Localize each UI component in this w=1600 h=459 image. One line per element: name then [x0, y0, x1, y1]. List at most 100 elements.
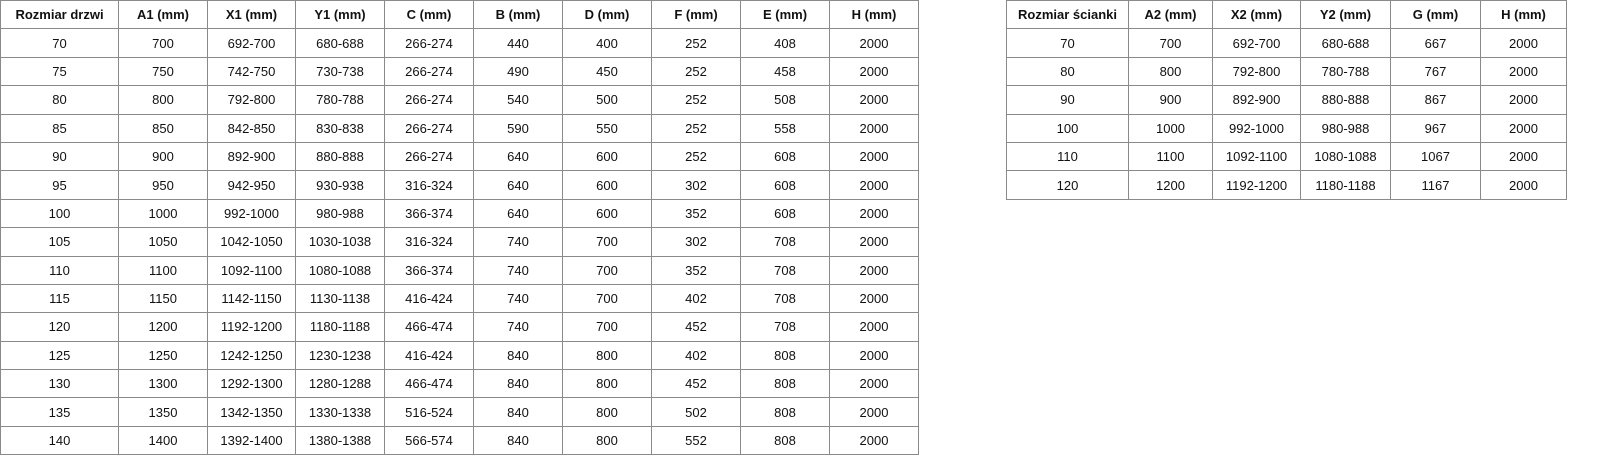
table-cell: 600	[562, 170, 652, 200]
table-row: 110 1100 1092-1100 1080-1088 1067 2000	[1006, 141, 1567, 172]
table-cell: 692-700	[207, 28, 296, 58]
table-cell: 800	[562, 340, 652, 371]
table-cell: 1030-1038	[295, 227, 385, 257]
table-cell: 1280-1288	[295, 369, 385, 399]
table-cell: 352	[651, 198, 741, 229]
door-size-table: Rozmiar drzwi A1 (mm) X1 (mm) Y1 (mm) C (mm)…	[0, 0, 919, 456]
table-cell: 992-1000	[207, 198, 296, 229]
table-cell: 1300	[118, 369, 208, 399]
table-cell: 900	[118, 141, 208, 172]
table-cell: 700	[1128, 28, 1213, 58]
column-header: Y2 (mm)	[1300, 0, 1391, 30]
table-cell: 942-950	[207, 170, 296, 200]
table-cell: 316-324	[384, 170, 474, 200]
table-row: 120 1200 1192-1200 1180-1188 1167 2000	[1006, 170, 1567, 200]
table-cell: 135	[0, 397, 119, 427]
table-cell: 2000	[829, 113, 919, 143]
table-cell: 458	[740, 56, 830, 87]
table-cell: 1042-1050	[207, 227, 296, 257]
table-cell: 416-424	[384, 340, 474, 371]
table-cell: 408	[740, 28, 830, 58]
table-cell: 1242-1250	[207, 340, 296, 371]
table-cell: 1092-1100	[207, 255, 296, 285]
table-cell: 1092-1100	[1212, 141, 1301, 172]
table-cell: 808	[740, 425, 830, 456]
table-cell: 742-750	[207, 56, 296, 87]
table-cell: 125	[0, 340, 119, 371]
table-cell: 95	[0, 170, 119, 200]
table-cell: 266-274	[384, 141, 474, 172]
table-cell: 840	[473, 425, 563, 456]
table-cell: 1000	[1128, 113, 1213, 143]
table-cell: 680-688	[295, 28, 385, 58]
table-cell: 502	[651, 397, 741, 427]
table-cell: 2000	[829, 170, 919, 200]
table-cell: 1200	[118, 312, 208, 342]
wall-size-table: Rozmiar ścianki A2 (mm) X2 (mm) Y2 (mm) G (m…	[1006, 0, 1567, 200]
column-header: F (mm)	[651, 0, 741, 30]
table-cell: 780-788	[295, 85, 385, 115]
table-cell: 540	[473, 85, 563, 115]
table-cell: 967	[1390, 113, 1481, 143]
table-cell: 892-900	[1212, 85, 1301, 115]
table-cell: 75	[0, 56, 119, 87]
table-cell: 400	[562, 28, 652, 58]
table-cell: 840	[473, 369, 563, 399]
column-header: G (mm)	[1390, 0, 1481, 30]
table-cell: 266-274	[384, 56, 474, 87]
table-cell: 840	[473, 397, 563, 427]
table-cell: 100	[0, 198, 119, 229]
table-cell: 708	[740, 255, 830, 285]
table-cell: 120	[1006, 170, 1129, 200]
table-cell: 2000	[829, 28, 919, 58]
table-cell: 1400	[118, 425, 208, 456]
table-cell: 266-274	[384, 85, 474, 115]
table-cell: 90	[0, 141, 119, 172]
table-cell: 402	[651, 340, 741, 371]
table-cell: 780-788	[1300, 56, 1391, 87]
table-cell: 950	[118, 170, 208, 200]
column-header: Rozmiar ścianki	[1006, 0, 1129, 30]
table-cell: 708	[740, 227, 830, 257]
table-cell: 1050	[118, 227, 208, 257]
table-cell: 2000	[829, 397, 919, 427]
table-cell: 880-888	[295, 141, 385, 172]
table-cell: 2000	[829, 255, 919, 285]
table-cell: 85	[0, 113, 119, 143]
table-cell: 1150	[118, 283, 208, 314]
table-cell: 800	[562, 425, 652, 456]
table-cell: 708	[740, 283, 830, 314]
table-cell: 640	[473, 141, 563, 172]
table-cell: 840	[473, 340, 563, 371]
table-cell: 1100	[118, 255, 208, 285]
table-cell: 700	[562, 283, 652, 314]
column-header: B (mm)	[473, 0, 563, 30]
column-header: X1 (mm)	[207, 0, 296, 30]
table-cell: 70	[1006, 28, 1129, 58]
table-row: 100 1000 992-1000 980-988 967 2000	[1006, 113, 1567, 143]
table-row: 75 750 742-750 730-738 266-274 490 450 252 458 20…	[0, 56, 919, 87]
table-row: 125 1250 1242-1250 1230-1238 416-424 840 800 40…	[0, 340, 919, 371]
table-cell: 700	[562, 255, 652, 285]
table-cell: 740	[473, 227, 563, 257]
table-cell: 2000	[1480, 170, 1567, 200]
table-cell: 892-900	[207, 141, 296, 172]
table-cell: 700	[562, 312, 652, 342]
table-cell: 1292-1300	[207, 369, 296, 399]
table-cell: 120	[0, 312, 119, 342]
table-row: 85 850 842-850 830-838 266-274 590 550 252 558 20…	[0, 113, 919, 143]
table-cell: 1350	[118, 397, 208, 427]
table-cell: 740	[473, 255, 563, 285]
table-cell: 366-374	[384, 198, 474, 229]
table-row: 100 1000 992-1000 980-988 366-374 640 600 352 60…	[0, 198, 919, 229]
table-cell: 2000	[829, 425, 919, 456]
table-cell: 115	[0, 283, 119, 314]
column-header: Rozmiar drzwi	[0, 0, 119, 30]
table-cell: 1080-1088	[1300, 141, 1391, 172]
table-cell: 1142-1150	[207, 283, 296, 314]
table-cell: 508	[740, 85, 830, 115]
table-cell: 452	[651, 312, 741, 342]
table-cell: 302	[651, 170, 741, 200]
table-cell: 792-800	[207, 85, 296, 115]
table-cell: 608	[740, 198, 830, 229]
